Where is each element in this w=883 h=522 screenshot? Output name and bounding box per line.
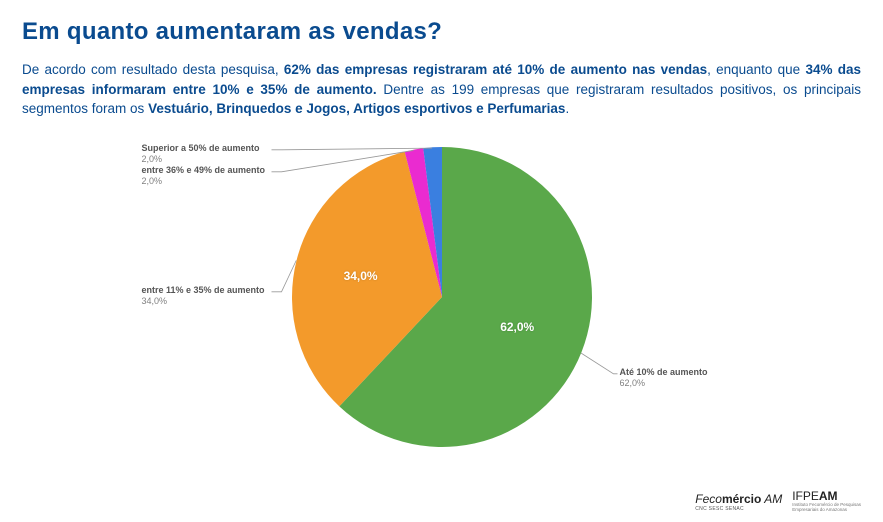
footer-brands: Fecomércio AM CNC SESC SENAC IFPEAM Inst… [695, 489, 861, 512]
pie-label-2: entre 36% e 49% de aumento2,0% [142, 165, 292, 187]
para-bold-3: Vestuário, Brinquedos e Jogos, Artigos e… [148, 101, 565, 116]
brand2-part-a: IFPE [792, 489, 819, 503]
pie-label-title-1: entre 11% e 35% de aumento [142, 285, 292, 296]
intro-paragraph: De acordo com resultado desta pesquisa, … [22, 60, 861, 119]
pie-label-title-2: entre 36% e 49% de aumento [142, 165, 292, 176]
pie-label-value-1: 34,0% [142, 296, 292, 307]
brand1-suffix: AM [761, 492, 782, 506]
leader-line-2 [272, 150, 414, 171]
pie-label-3: Superior a 50% de aumento2,0% [142, 143, 292, 165]
para-seg-1: De acordo com resultado desta pesquisa, [22, 62, 284, 77]
pie-label-value-2: 2,0% [142, 176, 292, 187]
para-bold-1: 62% das empresas registraram até 10% de … [284, 62, 707, 77]
pie-label-title-3: Superior a 50% de aumento [142, 143, 292, 154]
para-seg-4: . [565, 101, 569, 116]
brand-ifpeam: IFPEAM Instituto Fecomércio de Pesquisas… [792, 489, 861, 512]
pie-label-title-0: Até 10% de aumento [620, 367, 770, 378]
brand1-sub: CNC SESC SENAC [695, 506, 782, 512]
para-seg-2: , enquanto que [707, 62, 805, 77]
brand1-part-b: mércio [722, 492, 761, 506]
brand1-part-a: Feco [695, 492, 722, 506]
brand-fecomercio: Fecomércio AM CNC SESC SENAC [695, 492, 782, 512]
page-title: Em quanto aumentaram as vendas? [22, 18, 861, 46]
leader-line-3 [272, 148, 433, 150]
pie-label-1: entre 11% e 35% de aumento34,0% [142, 285, 292, 307]
pie-label-value-0: 62,0% [620, 378, 770, 389]
brand2-sub2: Empresariais do Amazonas [792, 508, 861, 513]
pie-label-value-3: 2,0% [142, 154, 292, 165]
brand2-part-b: AM [819, 489, 838, 503]
pie-chart-region: 62,0% 34,0% Até 10% de aumento62,0% entre 1… [22, 125, 861, 485]
leader-line-0 [581, 353, 618, 374]
pie-label-0: Até 10% de aumento62,0% [620, 367, 770, 389]
